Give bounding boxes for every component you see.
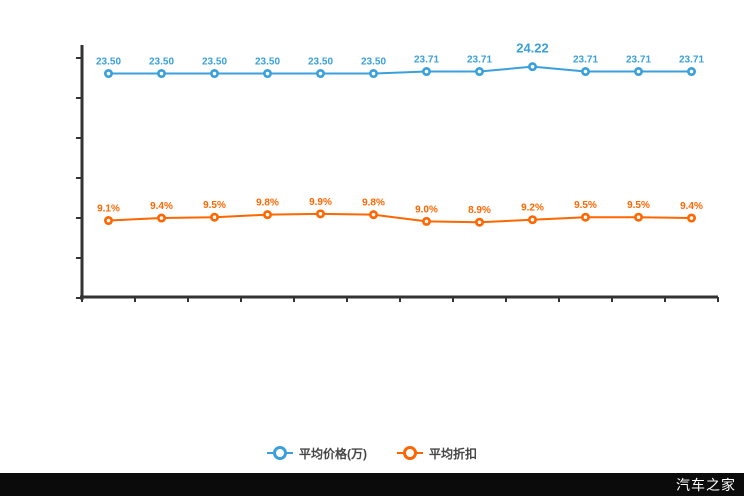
svg-text:23.71: 23.71 <box>679 55 704 66</box>
svg-text:23.71: 23.71 <box>414 55 439 66</box>
svg-text:23.71: 23.71 <box>626 55 651 66</box>
svg-text:23.50: 23.50 <box>149 57 174 68</box>
chart-legend: 平均价格(万) 平均折扣 <box>0 441 744 465</box>
svg-text:9.0%: 9.0% <box>415 204 438 215</box>
watermark-logo: 汽车之家 <box>676 476 736 493</box>
svg-text:9.5%: 9.5% <box>203 200 226 211</box>
svg-text:9.4%: 9.4% <box>680 201 703 212</box>
x-axis <box>80 295 719 302</box>
svg-text:9.8%: 9.8% <box>362 198 385 209</box>
legend-label-discount: 平均折扣 <box>428 446 477 461</box>
svg-text:9.4%: 9.4% <box>150 201 173 212</box>
svg-text:9.9%: 9.9% <box>309 197 332 208</box>
svg-text:8.9%: 8.9% <box>468 205 491 216</box>
svg-text:23.71: 23.71 <box>467 55 492 66</box>
line-circle-marker-icon <box>266 446 293 460</box>
svg-text:23.50: 23.50 <box>96 57 121 68</box>
svg-text:9.5%: 9.5% <box>627 200 650 211</box>
trend-chart: 23.50 23.50 23.50 23.50 23.50 23.50 23.71 23.71… <box>76 41 719 302</box>
legend-item-discount[interactable]: 平均折扣 <box>396 445 477 462</box>
svg-text:9.1%: 9.1% <box>97 204 120 215</box>
svg-text:24.22: 24.22 <box>516 41 549 56</box>
svg-text:23.50: 23.50 <box>361 57 386 68</box>
svg-text:23.71: 23.71 <box>573 55 598 66</box>
legend-label-price: 平均价格(万) <box>298 446 367 461</box>
y-axis <box>76 45 84 300</box>
legend-item-price[interactable]: 平均价格(万) <box>266 445 367 462</box>
series-layer: 23.50 23.50 23.50 23.50 23.50 23.50 23.71 23.71… <box>96 41 704 227</box>
svg-text:9.2%: 9.2% <box>521 203 544 214</box>
footer-bar: 汽车之家 <box>0 473 744 496</box>
svg-text:23.50: 23.50 <box>202 57 227 68</box>
svg-text:9.8%: 9.8% <box>256 198 279 209</box>
svg-text:9.5%: 9.5% <box>574 200 597 211</box>
svg-text:23.50: 23.50 <box>255 57 280 68</box>
line-circle-marker-icon <box>396 446 423 460</box>
svg-text:23.50: 23.50 <box>308 57 333 68</box>
